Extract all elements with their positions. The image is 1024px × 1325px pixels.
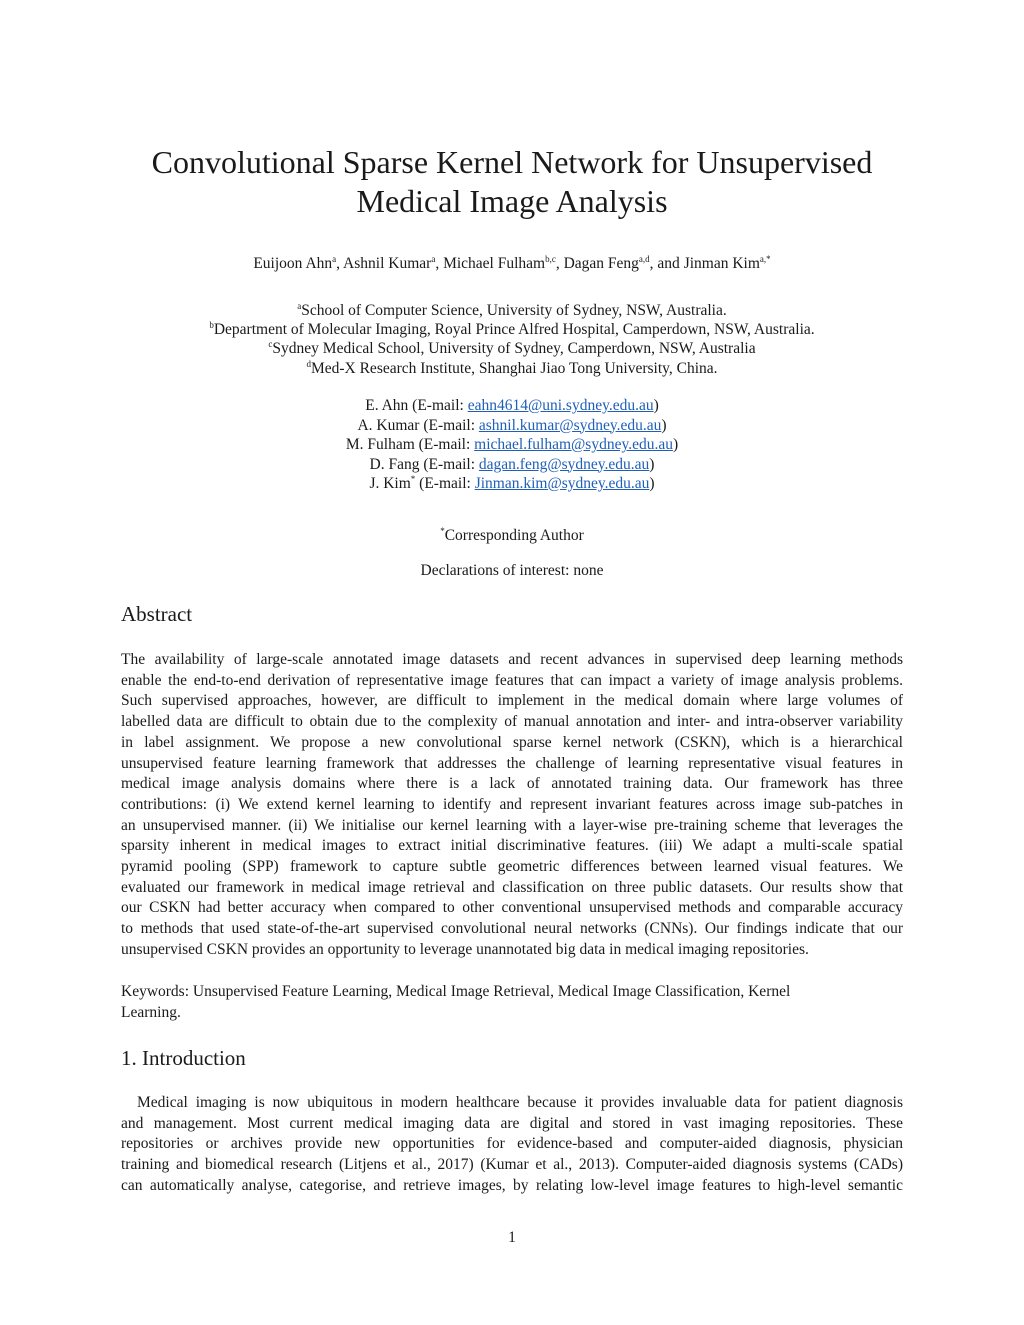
text-line: an unsupervised manner. (ii) We initiali…: [121, 816, 903, 834]
declarations: Declarations of interest: none: [420, 562, 604, 579]
affiliation: bDepartment of Molecular Imaging, Royal …: [0, 320, 1024, 339]
email-label: (E-mail:: [414, 436, 475, 453]
title-line: Convolutional Sparse Kernel Network for …: [151, 144, 873, 180]
text-line: enable the end-to-end derivation of repr…: [121, 671, 903, 689]
author-name: Dagan Feng: [563, 255, 639, 272]
email-author: M. Fulham: [345, 436, 415, 453]
email-author: J. Kim: [369, 475, 411, 492]
author-name: Ashnil Kumar: [343, 255, 432, 272]
text-line: sparsity inherent in medical images to e…: [121, 837, 903, 855]
affiliation: dMed-X Research Institute, Shanghai Jiao…: [0, 359, 1024, 378]
text-line: contributions: (i) We extend kernel lear…: [121, 795, 903, 813]
email-link[interactable]: eahn4614@uni.sydney.edu.au: [467, 397, 654, 414]
affiliation-mark: c: [268, 339, 273, 350]
text-line: pyramid pooling (SPP) framework to captu…: [121, 858, 903, 876]
text-line: unsupervised CSKN provides an opportunit…: [121, 940, 809, 958]
email-link[interactable]: michael.fulham@sydney.edu.au: [474, 436, 673, 453]
author-name: Michael Fulham: [443, 255, 546, 272]
email-label: (E-mail:: [408, 397, 468, 414]
affiliations: aSchool of Computer Science, University …: [0, 301, 1024, 378]
text-line: The availability of large-scale annotate…: [121, 651, 903, 668]
introduction-heading: 1. Introduction: [121, 1046, 246, 1070]
author-name: Jinman Kim: [683, 255, 760, 272]
text-line: Such supervised approaches, however, are…: [121, 692, 903, 710]
email-author: D. Fang: [369, 455, 420, 473]
author-list: Euijoon Ahna, Ashnil Kumara, Michael Ful…: [0, 255, 1024, 273]
author-name: Euijoon Ahn: [253, 255, 333, 272]
email-list: E. Ahn (E-mail: eahn4614@uni.sydney.edu.…: [0, 396, 1024, 494]
email-entry: E. Ahn (E-mail: eahn4614@uni.sydney.edu.…: [365, 397, 659, 414]
text-line: in label assignment. We propose a new co…: [121, 733, 903, 751]
text-line: can automatically analyse, categorise, a…: [121, 1176, 903, 1194]
text-line: repositories or archives provide new opp…: [121, 1135, 903, 1153]
email-label: (E-mail:: [415, 475, 475, 492]
author-separator: ,: [435, 255, 444, 272]
text-line: training and biomedical research (Litjen…: [121, 1156, 903, 1174]
text-line: to methods that used state-of-the-art su…: [121, 920, 903, 938]
email-entry: D. Fang (E-mail: dagan.feng@sydney.edu.a…: [369, 455, 655, 473]
author-affiliation-mark: a: [431, 254, 436, 264]
affiliation-mark: a: [297, 301, 302, 311]
text-line: our CSKN had better accuracy when compar…: [121, 899, 903, 917]
abstract-body: The availability of large-scale annotate…: [121, 650, 903, 961]
email-link[interactable]: dagan.feng@sydney.edu.au: [478, 455, 650, 473]
text-line: unsupervised feature learning framework …: [121, 754, 903, 772]
email-entry: A. Kumar (E-mail: ashnil.kumar@sydney.ed…: [357, 416, 667, 434]
title-line: Medical Image Analysis: [356, 183, 668, 219]
affiliation-text: Med-X Research Institute, Shanghai Jiao …: [310, 359, 718, 377]
affiliation-text: School of Computer Science, University o…: [301, 302, 727, 319]
affiliation-mark: d: [306, 358, 311, 369]
paper-title: Convolutional Sparse Kernel Network for …: [0, 143, 1024, 221]
abstract-heading: Abstract: [121, 602, 193, 626]
affiliation: aSchool of Computer Science, University …: [0, 301, 1024, 320]
corresponding-author-note: *Corresponding Author: [0, 527, 1024, 545]
email-author: E. Ahn: [365, 397, 409, 414]
affiliation: cSydney Medical School, University of Sy…: [0, 339, 1024, 358]
text-line: Keywords: Unsupervised Feature Learning,…: [121, 983, 791, 1000]
text-line: Medical imaging is now ubiquitous in mod…: [137, 1094, 903, 1111]
author-affiliation-mark: a,d: [638, 254, 650, 264]
author-separator: , and: [649, 255, 684, 272]
email-entry: M. Fulham (E-mail: michael.fulham@sydney…: [345, 436, 679, 453]
author-separator: ,: [555, 255, 564, 272]
email-link[interactable]: Jinman.kim@sydney.edu.au: [474, 475, 650, 492]
text-line: evaluated our framework in medical image…: [121, 878, 903, 896]
email-label: (E-mail:: [419, 416, 479, 434]
page-number: 1: [508, 1229, 516, 1246]
introduction-body: Medical imaging is now ubiquitous in mod…: [121, 1093, 903, 1197]
author-separator: ,: [336, 255, 344, 272]
author-affiliation-mark: a: [332, 254, 337, 264]
email-entry: J. Kim* (E-mail: Jinman.kim@sydney.edu.a…: [369, 474, 655, 493]
footnote-mark: *: [410, 474, 416, 484]
author-affiliation-mark: b,c: [545, 254, 556, 264]
footnote-mark: *: [440, 526, 445, 536]
corresponding-text: Corresponding Author: [444, 527, 584, 544]
author-affiliation-mark: a,*: [759, 254, 771, 264]
email-label: (E-mail:: [419, 455, 479, 473]
text-line: and management. Most current medical ima…: [121, 1114, 903, 1132]
keywords: Keywords: Unsupervised Feature Learning,…: [121, 982, 903, 1023]
email-author: A. Kumar: [357, 416, 420, 434]
text-line: labelled data are difficult to obtain du…: [121, 713, 903, 731]
affiliation-mark: b: [209, 320, 214, 331]
text-line: Learning.: [121, 1003, 181, 1021]
affiliation-text: Department of Molecular Imaging, Royal P…: [213, 321, 815, 339]
affiliation-text: Sydney Medical School, University of Syd…: [272, 340, 756, 358]
email-link[interactable]: ashnil.kumar@sydney.edu.au: [478, 416, 662, 434]
text-line: medical image analysis domains where the…: [121, 775, 903, 793]
